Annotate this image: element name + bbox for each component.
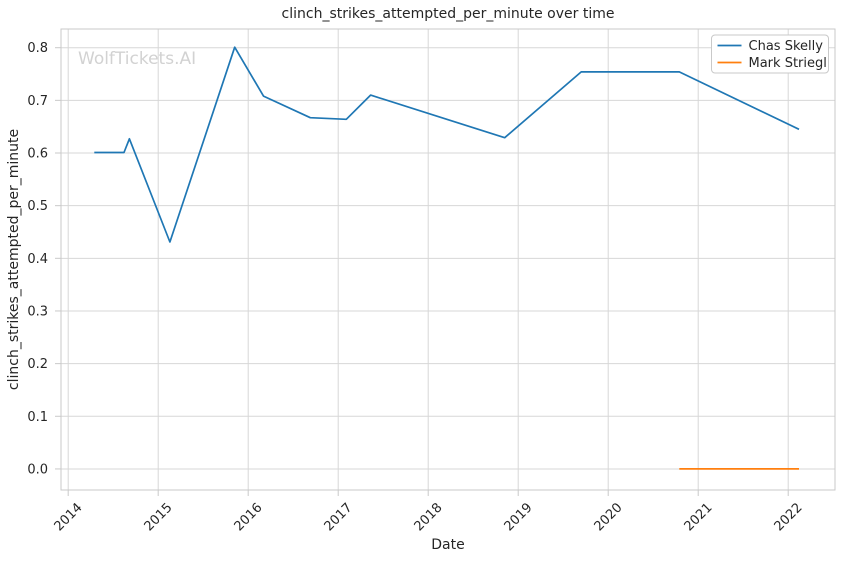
y-tick-label: 0.1 [27, 410, 48, 425]
y-tick-label: 0.2 [27, 357, 48, 372]
x-tick-label: 2020 [592, 500, 626, 534]
x-tick-label: 2017 [322, 500, 356, 534]
x-tick-label: 2015 [142, 500, 176, 534]
y-tick-label: 0.8 [27, 41, 48, 56]
y-tick-label: 0.3 [27, 304, 48, 319]
legend-box [711, 34, 829, 74]
plot-border [60, 28, 836, 491]
x-tick-label: 2016 [232, 500, 266, 534]
y-tick-label: 0.4 [27, 252, 48, 267]
x-tick-label: 2021 [682, 500, 716, 534]
legend-label-mark-striegl: Mark Striegl [749, 56, 827, 71]
legend-label-chas-skelly: Chas Skelly [749, 39, 824, 54]
watermark: WolfTickets.AI [78, 49, 196, 69]
chart-title: clinch_strikes_attempted_per_minute over… [282, 6, 615, 22]
y-tick-label: 0.7 [27, 94, 48, 109]
series-line-chas-skelly [94, 46, 800, 243]
x-tick-label: 2022 [772, 500, 806, 534]
y-tick-label: 0.6 [27, 147, 48, 162]
y-tick-label: 0.0 [27, 462, 48, 477]
x-tick-label: 2018 [412, 500, 446, 534]
x-axis-label: Date [431, 537, 464, 553]
x-tick-label: 2014 [52, 500, 86, 534]
x-tick-label: 2019 [502, 500, 536, 534]
y-tick-label: 0.5 [27, 199, 48, 214]
y-axis-label: clinch_strikes_attempted_per_minute [6, 129, 22, 390]
